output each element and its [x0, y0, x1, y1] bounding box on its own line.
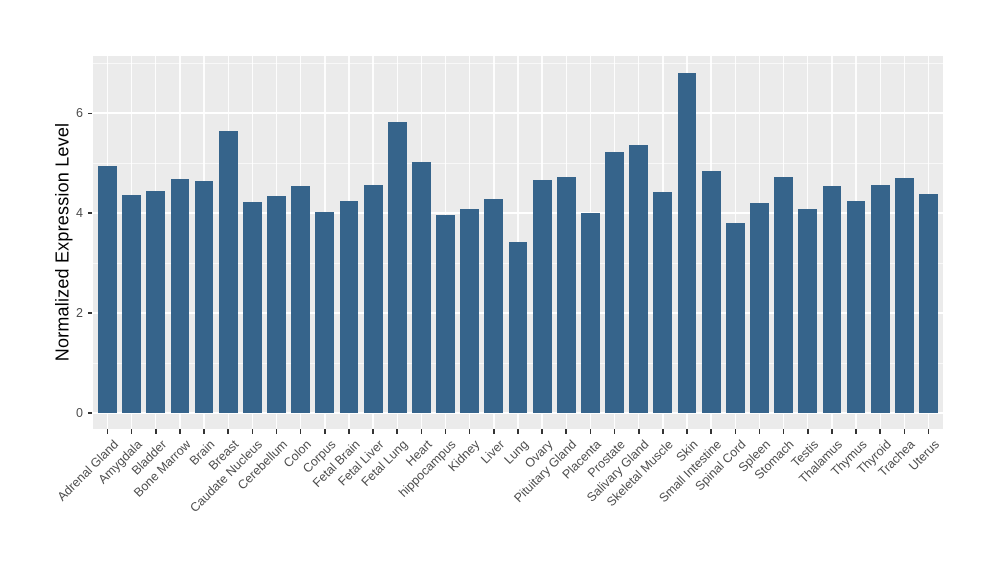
bar-pituitary-gland: [556, 176, 576, 413]
x-tick-mark: [517, 429, 519, 434]
bar-fetal-liver: [363, 184, 383, 413]
bar-thymus: [846, 200, 866, 413]
bar-testis: [798, 209, 818, 413]
x-tick-mark: [710, 429, 712, 434]
x-tick-mark: [734, 429, 737, 434]
x-tick-mark: [493, 429, 495, 434]
bar-thalamus: [822, 185, 842, 413]
x-tick-mark: [468, 429, 471, 434]
plot-panel: [93, 56, 943, 429]
bar-fetal-lung: [387, 121, 407, 414]
x-tick-mark: [444, 429, 447, 434]
x-tick-mark: [686, 429, 688, 434]
bar-ovary: [532, 180, 552, 414]
bar-uterus: [919, 194, 938, 414]
x-tick-mark: [420, 429, 423, 434]
x-tick-mark: [589, 429, 592, 434]
bar-thyroid: [870, 185, 890, 413]
bar-breast: [218, 130, 238, 413]
x-tick-mark: [348, 429, 350, 434]
bar-lung: [508, 241, 528, 414]
bar-liver: [484, 198, 504, 413]
x-tick-mark: [879, 429, 881, 434]
x-tick-mark: [106, 429, 109, 434]
x-tick-mark: [855, 429, 857, 434]
x-tick-mark: [758, 429, 761, 434]
y-tick-label: 4: [76, 205, 83, 220]
x-tick-mark: [541, 429, 543, 434]
y-tick-label: 0: [76, 405, 83, 420]
y-tick-mark: [87, 312, 92, 314]
y-tick-mark: [87, 212, 92, 215]
bar-corpus: [315, 211, 335, 413]
x-tick-mark: [154, 429, 157, 434]
bar-small-intestine: [701, 170, 721, 414]
bar-cerebellum: [267, 196, 286, 413]
x-tick-mark: [227, 429, 230, 434]
x-tick-label: Liver: [477, 437, 508, 467]
bar-skeletal-muscle: [653, 191, 673, 414]
x-tick-mark: [275, 429, 278, 434]
bar-placenta: [581, 213, 600, 413]
x-tick-mark: [372, 429, 374, 434]
x-tick-mark: [662, 429, 664, 434]
bar-stomach: [774, 177, 794, 413]
y-tick-label: 6: [76, 105, 83, 120]
x-tick-mark: [806, 429, 809, 434]
bar-bone-marrow: [170, 178, 190, 413]
x-tick-mark: [324, 429, 326, 434]
x-tick-mark: [613, 429, 616, 434]
x-tick-mark: [179, 429, 181, 434]
bar-brain: [194, 180, 214, 414]
bar-kidney: [460, 209, 480, 413]
x-tick-mark: [203, 429, 205, 434]
bar-amygdala: [122, 195, 142, 414]
x-tick-mark: [565, 429, 568, 434]
x-tick-mark: [782, 429, 785, 434]
bar-skin: [677, 73, 697, 413]
x-tick-mark: [903, 429, 906, 434]
y-tick-mark: [87, 112, 92, 115]
bar-trachea: [894, 178, 914, 413]
x-tick-mark: [299, 429, 302, 434]
y-tick-label: 2: [76, 305, 83, 320]
x-tick-mark: [130, 429, 133, 434]
x-tick-mark: [396, 429, 399, 434]
bar-bladder: [146, 191, 166, 413]
bar-caudate-nucleus: [242, 202, 262, 413]
x-tick-mark: [637, 429, 640, 434]
x-tick-mark: [251, 429, 254, 434]
x-tick-mark: [927, 429, 930, 434]
y-tick-mark: [87, 412, 92, 414]
bar-fetal-brain: [339, 200, 359, 413]
x-tick-mark: [831, 429, 833, 434]
bar-spinal-cord: [725, 223, 745, 413]
bar-salivary-gland: [629, 145, 649, 414]
bar-spleen: [750, 203, 769, 414]
bar-adrenal-gland: [98, 166, 117, 413]
bar-heart: [411, 162, 431, 413]
y-axis-title: Normalized Expression Level: [52, 122, 73, 362]
bar-prostate: [605, 151, 624, 413]
bar-colon: [291, 185, 311, 413]
bar-hippocampus: [436, 214, 455, 413]
